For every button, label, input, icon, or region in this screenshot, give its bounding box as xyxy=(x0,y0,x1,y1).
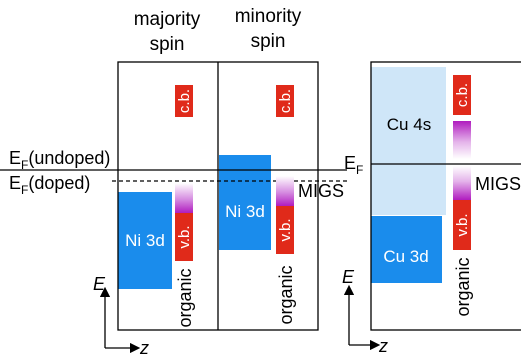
right-panel-frame xyxy=(370,61,521,331)
energy-axis-label-left: E xyxy=(93,274,106,294)
header-majority-line2: spin xyxy=(150,34,185,55)
vb-tag-minority xyxy=(276,206,294,254)
header-majority-line1: majority xyxy=(134,9,201,30)
migs-right-lower xyxy=(453,166,471,200)
position-axis-label-right: z xyxy=(378,336,388,356)
cb-tag-majority xyxy=(175,85,193,117)
vb-label-right: v.b. xyxy=(454,213,471,236)
cu4s-label: Cu 4s xyxy=(387,115,431,134)
ni3d-label-minority: Ni 3d xyxy=(225,202,265,221)
energy-axis-label-right: E xyxy=(342,267,355,287)
position-axis-label-left: z xyxy=(139,338,149,358)
vb-label-minority: v.b. xyxy=(277,218,294,241)
ni3d-band-majority xyxy=(118,192,172,289)
cb-tag-right xyxy=(453,75,471,115)
ef-doped-label: EF(doped) xyxy=(9,173,90,197)
migs-majority xyxy=(175,183,193,213)
organic-label-minority: organic xyxy=(276,265,296,324)
cu3d-band xyxy=(371,216,442,283)
vb-label-majority: v.b. xyxy=(176,225,193,248)
ni3d-band-minority xyxy=(219,155,271,250)
cb-tag-minority xyxy=(276,85,294,117)
migs-right-upper xyxy=(453,121,471,159)
cb-label-right: c.b. xyxy=(454,83,471,107)
ni3d-label-majority: Ni 3d xyxy=(125,231,165,250)
header-minority-line2: spin xyxy=(251,31,286,52)
cb-label-majority: c.b. xyxy=(176,89,193,113)
migs-label-right: MIGS xyxy=(475,174,521,194)
cb-label-minority: c.b. xyxy=(277,89,294,113)
vb-tag-right xyxy=(453,200,471,250)
ef-undoped-label: EF(undoped) xyxy=(9,148,110,172)
organic-label-majority: organic xyxy=(175,268,195,327)
header-minority-line1: minority xyxy=(235,6,302,27)
cu4s-band xyxy=(371,67,446,215)
ef-right-label: EF xyxy=(344,153,363,177)
migs-minority xyxy=(276,176,294,206)
cu3d-label: Cu 3d xyxy=(383,247,428,266)
organic-label-right: organic xyxy=(453,257,473,316)
migs-label: MIGS xyxy=(298,181,344,201)
vb-tag-majority xyxy=(175,213,193,261)
